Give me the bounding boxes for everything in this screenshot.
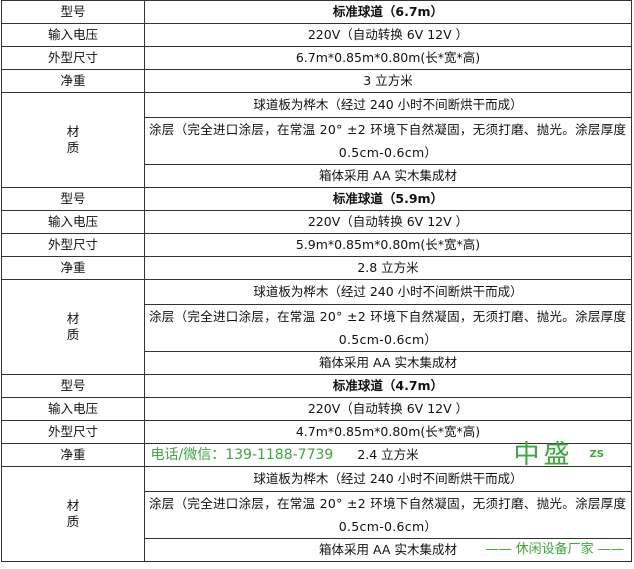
size-value: 4.7m*0.85m*0.80m(长*宽*高) xyxy=(144,420,632,444)
weight-value: 3 立方米 xyxy=(144,69,632,93)
voltage-row: 输入电压 220V（自动转换 6V 12V ） xyxy=(1,210,632,234)
weight-row: 净重 2.4 立方米 xyxy=(1,443,632,467)
material-cabinet: 箱体采用 AA 实木集成材 xyxy=(144,538,632,562)
weight-value: 2.8 立方米 xyxy=(144,256,632,280)
material-board: 球道板为桦木（经过 240 小时不间断烘干而成） xyxy=(144,466,632,492)
material-row: 涂层（完全进口涂层，在常温 20° ±2 环境下自然凝固，无须打磨、抛光。涂层厚… xyxy=(2,491,632,539)
model-value: 标准球道（6.7m） xyxy=(144,0,632,24)
model-label: 型号 xyxy=(1,0,145,24)
material-row: 涂层（完全进口涂层，在常温 20° ±2 环境下自然凝固，无须打磨、抛光。涂层厚… xyxy=(2,117,632,165)
size-label: 外型尺寸 xyxy=(1,420,145,444)
size-value: 5.9m*0.85m*0.80m(长*宽*高) xyxy=(144,233,632,257)
weight-label: 净重 xyxy=(1,256,145,280)
voltage-label: 输入电压 xyxy=(1,210,145,234)
material-board: 球道板为桦木（经过 240 小时不间断烘干而成） xyxy=(144,279,632,305)
weight-row: 净重 2.8 立方米 xyxy=(1,256,632,280)
voltage-value: 220V（自动转换 6V 12V ） xyxy=(144,210,632,234)
material-row: 材 质球道板为桦木（经过 240 小时不间断烘干而成） xyxy=(1,92,632,188)
weight-label: 净重 xyxy=(1,443,145,467)
voltage-row: 输入电压 220V（自动转换 6V 12V ） xyxy=(1,23,632,47)
material-coating: 涂层（完全进口涂层，在常温 20° ±2 环境下自然凝固，无须打磨、抛光。涂层厚… xyxy=(144,117,632,165)
material-row: 箱体采用 AA 实木集成材 xyxy=(2,351,632,375)
material-cabinet: 箱体采用 AA 实木集成材 xyxy=(144,164,632,188)
size-row: 外型尺寸 4.7m*0.85m*0.80m(长*宽*高) xyxy=(1,420,632,444)
material-row: 材 质球道板为桦木（经过 240 小时不间断烘干而成） xyxy=(1,279,632,375)
voltage-label: 输入电压 xyxy=(1,23,145,47)
weight-label: 净重 xyxy=(1,69,145,93)
material-row: 涂层（完全进口涂层，在常温 20° ±2 环境下自然凝固，无须打磨、抛光。涂层厚… xyxy=(2,304,632,352)
material-label: 材 质 xyxy=(1,92,145,188)
material-board: 球道板为桦木（经过 240 小时不间断烘干而成） xyxy=(144,92,632,118)
weight-value: 2.4 立方米 xyxy=(144,443,632,467)
size-row: 外型尺寸 5.9m*0.85m*0.80m(长*宽*高) xyxy=(1,233,632,257)
model-value: 标准球道（4.7m） xyxy=(144,374,632,398)
size-label: 外型尺寸 xyxy=(1,233,145,257)
model-row: 型号 标准球道（4.7m） xyxy=(1,374,632,398)
weight-row: 净重 3 立方米 xyxy=(1,69,632,93)
material-label: 材 质 xyxy=(1,466,145,562)
material-coating: 涂层（完全进口涂层，在常温 20° ±2 环境下自然凝固，无须打磨、抛光。涂层厚… xyxy=(144,304,632,352)
model-label: 型号 xyxy=(1,374,145,398)
material-coating: 涂层（完全进口涂层，在常温 20° ±2 环境下自然凝固，无须打磨、抛光。涂层厚… xyxy=(144,491,632,539)
size-label: 外型尺寸 xyxy=(1,46,145,70)
size-row: 外型尺寸 6.7m*0.85m*0.80m(长*宽*高) xyxy=(1,46,632,70)
size-value: 6.7m*0.85m*0.80m(长*宽*高) xyxy=(144,46,632,70)
model-value: 标准球道（5.9m） xyxy=(144,187,632,211)
model-row: 型号 标准球道（5.9m） xyxy=(1,187,632,211)
model-label: 型号 xyxy=(1,187,145,211)
material-label: 材 质 xyxy=(1,279,145,375)
material-row: 材 质球道板为桦木（经过 240 小时不间断烘干而成） xyxy=(1,466,632,562)
voltage-label: 输入电压 xyxy=(1,397,145,421)
material-cabinet: 箱体采用 AA 实木集成材 xyxy=(144,351,632,375)
material-row: 箱体采用 AA 实木集成材 xyxy=(2,538,632,562)
model-row: 型号 标准球道（6.7m） xyxy=(1,0,632,24)
voltage-value: 220V（自动转换 6V 12V ） xyxy=(144,23,632,47)
voltage-value: 220V（自动转换 6V 12V ） xyxy=(144,397,632,421)
voltage-row: 输入电压 220V（自动转换 6V 12V ） xyxy=(1,397,632,421)
